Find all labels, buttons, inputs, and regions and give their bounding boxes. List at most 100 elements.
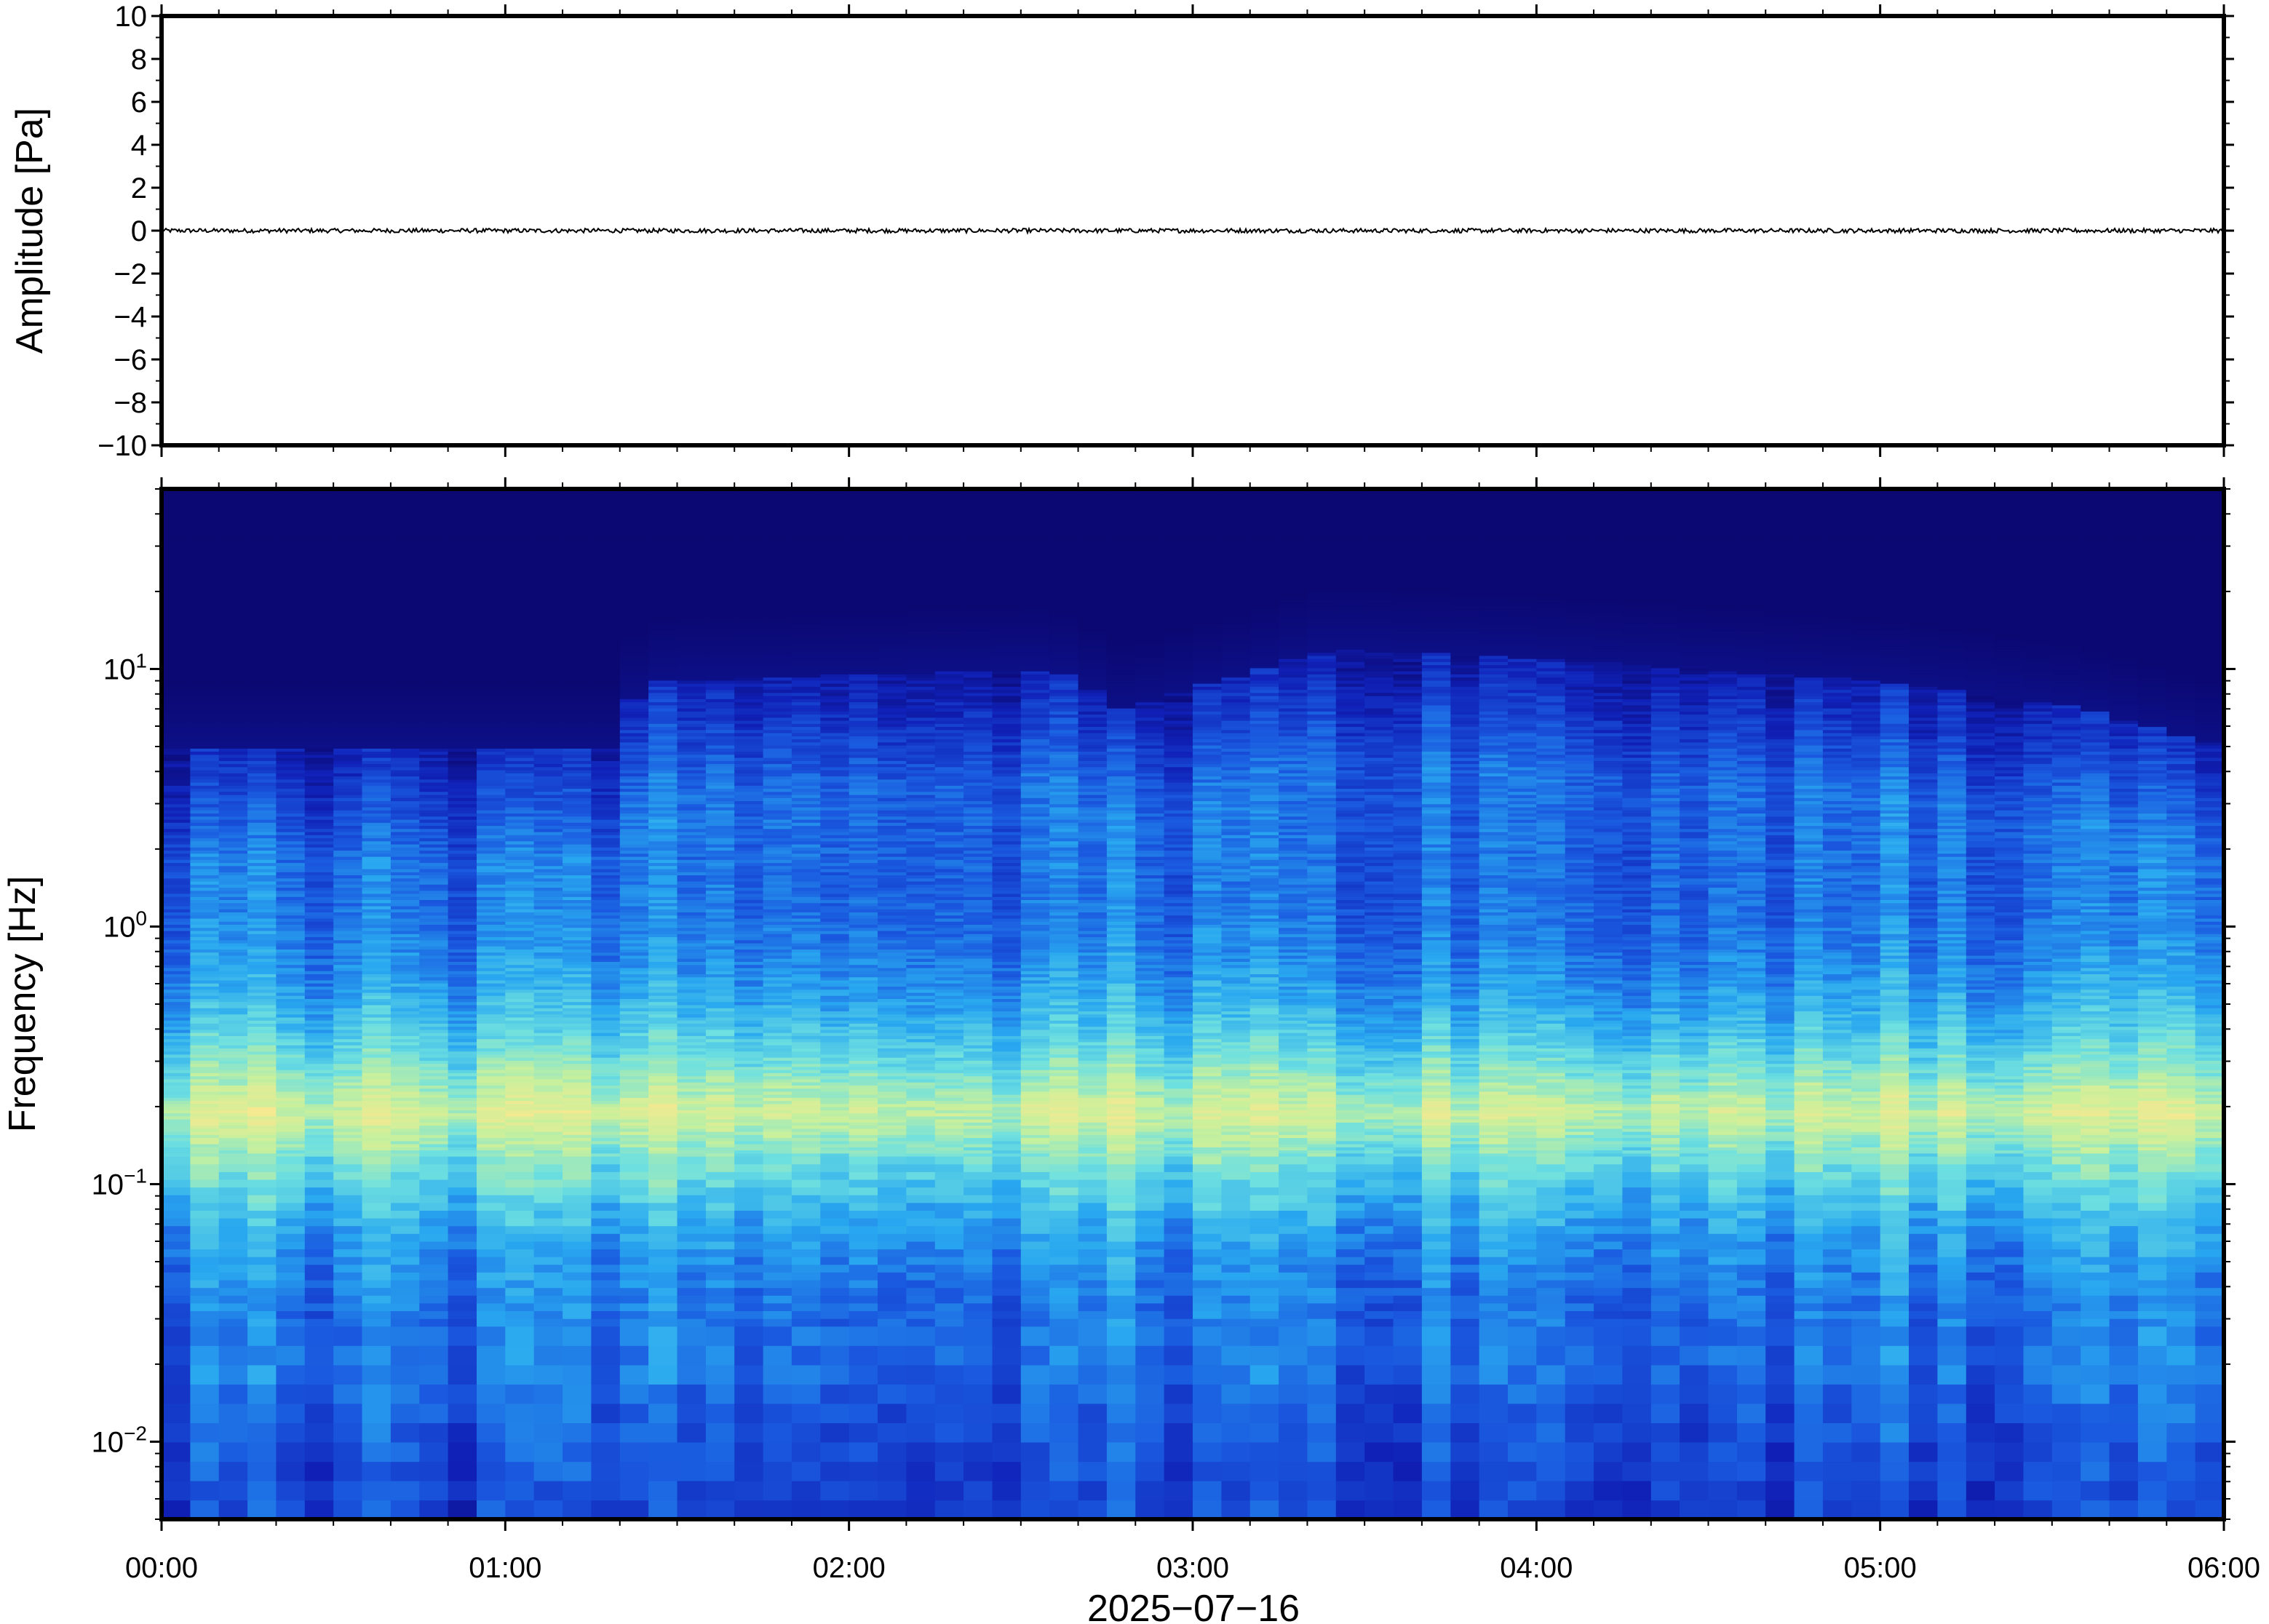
spectrogram-cell — [705, 1014, 736, 1018]
spectrogram-cell — [648, 1155, 678, 1165]
spectrogram-cell — [591, 602, 621, 607]
spectrogram-cell — [705, 979, 736, 984]
spectrogram-cell — [276, 698, 306, 703]
spectrogram-cell — [333, 905, 363, 909]
spectrogram-cell — [276, 958, 306, 962]
spectrogram-cell — [677, 769, 707, 773]
spectrogram-cell — [477, 1143, 506, 1147]
spectrogram-cell — [218, 640, 248, 644]
spectrogram-cell — [477, 680, 506, 684]
spectrogram-cell — [648, 667, 678, 672]
spectrogram-cell — [162, 704, 191, 709]
spectrogram-cell — [477, 503, 506, 508]
spectrogram-cell — [533, 1150, 563, 1154]
spectrogram-cell — [276, 1008, 306, 1011]
spectrogram-cell — [218, 825, 248, 829]
spectrogram-cell — [304, 1480, 334, 1501]
spectrogram-cell — [533, 998, 563, 1003]
spectrogram-cell — [190, 1032, 220, 1036]
spectrogram-cell — [591, 538, 621, 542]
spectrogram-cell — [677, 1069, 707, 1073]
spectrogram-cell — [304, 723, 334, 728]
spectrogram-cell — [162, 810, 191, 814]
spectrogram-cell — [218, 998, 248, 1003]
spectrogram-cell — [648, 744, 678, 749]
spectrogram-cell — [190, 618, 220, 622]
spectrogram-cell — [390, 1345, 421, 1366]
spectrogram-cell — [390, 1310, 421, 1319]
spectrogram-cell — [390, 519, 421, 523]
spectrogram-cell — [390, 806, 421, 811]
spectrogram-cell — [419, 1187, 449, 1195]
spectrogram-cell — [390, 547, 421, 551]
spectrogram-cell — [677, 739, 707, 743]
spectrogram-cell — [276, 649, 306, 653]
spectrogram-cell — [190, 541, 220, 545]
spectrogram-cell — [705, 915, 736, 919]
spectrogram-cell — [705, 1217, 736, 1227]
spectrogram-cell — [477, 1256, 506, 1265]
spectrogram-cell — [619, 1364, 649, 1385]
spectrogram-cell — [533, 630, 563, 634]
spectrogram-cell — [162, 670, 191, 674]
spectrogram-cell — [505, 1078, 535, 1083]
spectrogram-cell — [218, 645, 248, 650]
spectrogram-cell — [276, 976, 306, 981]
spectrogram-cell — [362, 763, 392, 768]
spectrogram-cell — [619, 877, 649, 882]
spectrogram-cell — [563, 1075, 592, 1080]
spectrogram-cell — [648, 661, 678, 666]
spectrogram-cell — [477, 983, 506, 987]
spectrogram-cell — [276, 506, 306, 511]
spectrogram-cell — [276, 1011, 306, 1015]
spectrogram-cell — [190, 1318, 220, 1327]
spectrogram-cell — [362, 810, 392, 814]
spectrogram-cell — [533, 1287, 563, 1296]
spectrogram-cell — [648, 726, 678, 731]
spectrogram-cell — [619, 741, 649, 746]
spectrogram-cell — [448, 1122, 477, 1126]
spectrogram-cell — [591, 1302, 621, 1311]
spectrogram-cell — [276, 1225, 306, 1234]
spectrogram-cell — [362, 600, 392, 604]
spectrogram-cell — [677, 692, 707, 696]
spectrogram-cell — [362, 781, 392, 786]
spectrogram-cell — [247, 936, 277, 941]
spectrogram-cell — [390, 880, 421, 885]
spectrogram-cell — [505, 680, 535, 684]
spectrogram-cell — [648, 677, 678, 681]
spectrogram-cell — [390, 788, 421, 792]
spectrogram-cell — [190, 1019, 220, 1024]
spectrogram-cell — [247, 791, 277, 795]
spectrogram-cell — [333, 797, 363, 802]
spectrogram-cell — [218, 872, 248, 875]
spectrogram-cell — [190, 698, 220, 703]
spectrogram-cell — [247, 633, 277, 637]
spectrogram-cell — [190, 788, 220, 792]
spectrogram-cell — [362, 976, 392, 981]
spectrogram-cell — [304, 1035, 334, 1040]
spectrogram-cell — [591, 955, 621, 959]
spectrogram-cell — [533, 1147, 563, 1151]
spectrogram-cell — [505, 797, 535, 802]
spectrogram-cell — [448, 1155, 477, 1165]
spectrogram-cell — [419, 741, 449, 746]
spectrogram-cell — [390, 1249, 421, 1257]
spectrogram-cell — [648, 658, 678, 662]
spectrogram-cell — [304, 1085, 334, 1089]
spectrogram-cell — [591, 498, 621, 501]
spectrogram-cell — [591, 1422, 621, 1443]
spectrogram-cell — [390, 729, 421, 733]
spectrogram-cell — [677, 1272, 707, 1281]
spectrogram-cell — [563, 506, 592, 511]
spectrogram-cell — [619, 887, 649, 891]
spectrogram-cell — [276, 538, 306, 542]
spectrogram-cell — [247, 1249, 277, 1257]
spectrogram-cell — [247, 930, 277, 934]
spectrogram-cell — [591, 661, 621, 666]
spectrogram-cell — [505, 692, 535, 696]
spectrogram-cell — [190, 630, 220, 634]
spectrogram-cell — [591, 572, 621, 576]
spectrogram-cell — [677, 835, 707, 839]
spectrogram-cell — [419, 896, 449, 900]
